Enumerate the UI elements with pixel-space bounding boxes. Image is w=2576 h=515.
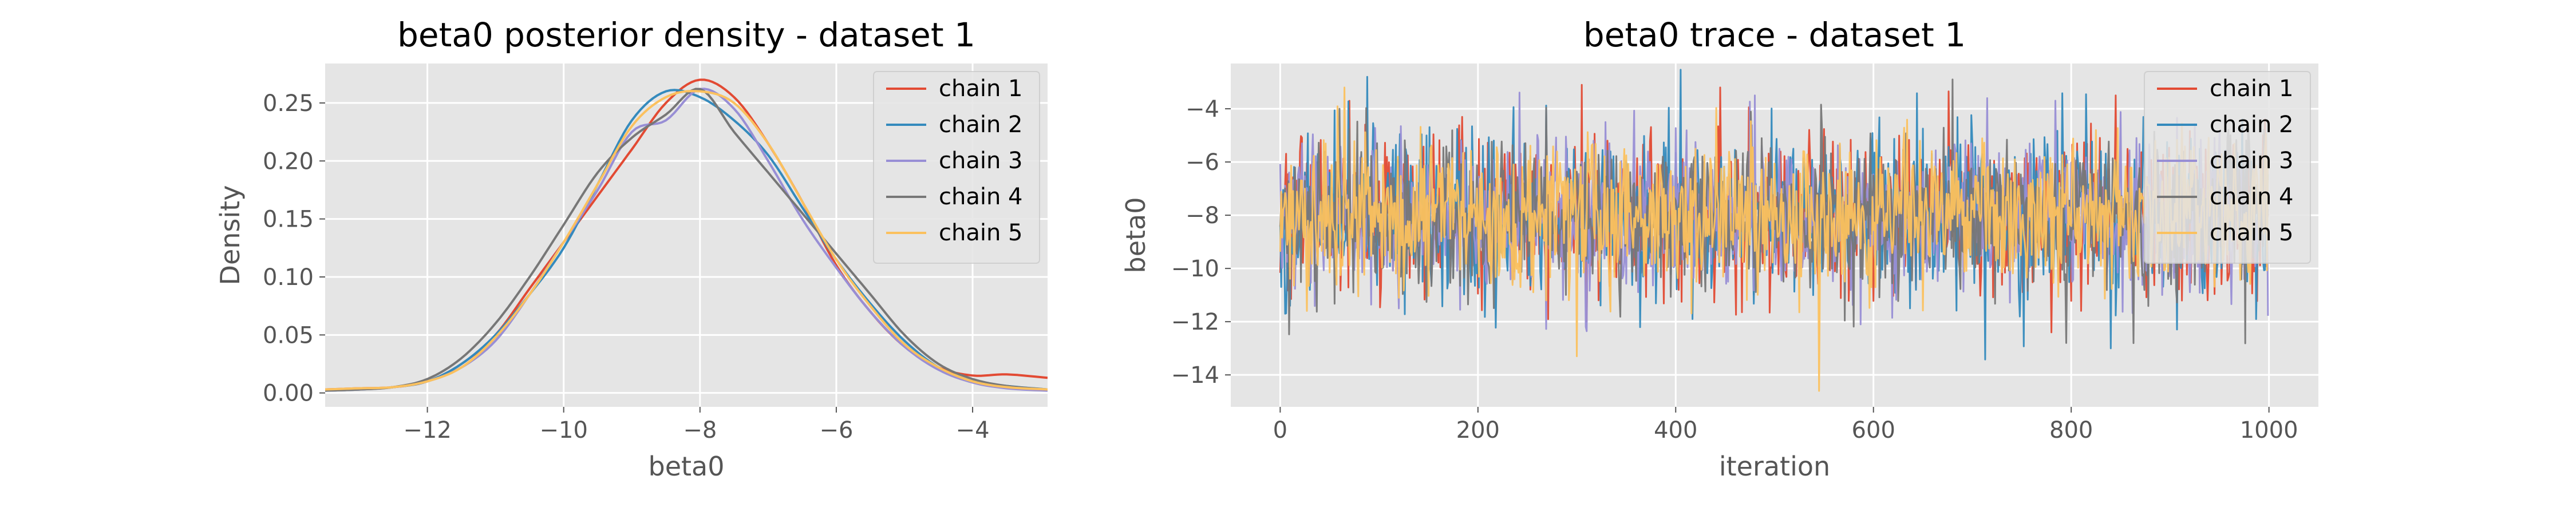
series-group [1279, 69, 2269, 392]
y-tick-label: −8 [1186, 203, 1219, 229]
x-tick-label: 800 [2049, 417, 2093, 443]
y-tick-label: −4 [1186, 96, 1219, 122]
y-tick-label: −6 [1186, 149, 1219, 176]
y-tick-label: 0.05 [263, 322, 314, 348]
legend-label-1: chain 1 [2210, 76, 2293, 102]
y-axis-label: beta0 [1120, 197, 1151, 274]
legend-label-5: chain 5 [2210, 220, 2293, 246]
series-line-5 [1279, 86, 2269, 392]
y-tick-label: −12 [1171, 309, 1219, 335]
x-tick-label: 200 [1456, 417, 1500, 443]
x-tick-label: 400 [1654, 417, 1697, 443]
y-tick-label: 0.20 [263, 148, 314, 175]
legend-label-2: chain 2 [939, 112, 1022, 138]
y-tick-label: 0.15 [263, 207, 314, 233]
legend-label-3: chain 3 [939, 148, 1022, 174]
trace-chart: 0 200 400 600 800 1000 −14 −12 −10 −8 −6 −4 chain 1 c… [1120, 15, 2318, 482]
x-axis-label: beta0 [649, 451, 725, 482]
x-tick-label: −4 [956, 417, 990, 443]
y-tick-label: −10 [1171, 256, 1219, 282]
legend-box [2144, 71, 2311, 264]
x-tick-label: 600 [1852, 417, 1895, 443]
legend-label-4: chain 4 [939, 184, 1022, 210]
legend-label-5: chain 5 [939, 220, 1022, 246]
x-tick-label: 1000 [2240, 417, 2298, 443]
legend-label-4: chain 4 [2210, 184, 2293, 210]
legend-label-2: chain 2 [2210, 112, 2293, 138]
density-chart: −12 −10 −8 −6 −4 0.00 0.05 0.10 0.15 0.20 0.25 chai… [215, 15, 1048, 482]
y-axis-label: Density [215, 185, 246, 286]
legend-box [873, 71, 1040, 264]
series-group [325, 78, 1048, 392]
legend-label-1: chain 1 [939, 76, 1022, 102]
x-tick-label: 0 [1273, 417, 1287, 443]
y-tick-label: 0.00 [263, 381, 314, 407]
chart-title: beta0 posterior density - dataset 1 [397, 15, 975, 54]
y-tick-label: 0.10 [263, 264, 314, 291]
x-tick-label: −6 [819, 417, 853, 443]
x-tick-label: −12 [403, 417, 451, 443]
chart-title: beta0 trace - dataset 1 [1583, 15, 1966, 54]
legend-label-3: chain 3 [2210, 148, 2293, 174]
series-line-4 [325, 88, 1048, 392]
series-line-5 [325, 90, 1048, 391]
x-tick-label: −10 [539, 417, 587, 443]
y-tick-label: −14 [1171, 362, 1219, 389]
x-tick-label: −8 [683, 417, 717, 443]
y-tick-label: 0.25 [263, 90, 314, 117]
x-axis-label: iteration [1719, 451, 1830, 482]
